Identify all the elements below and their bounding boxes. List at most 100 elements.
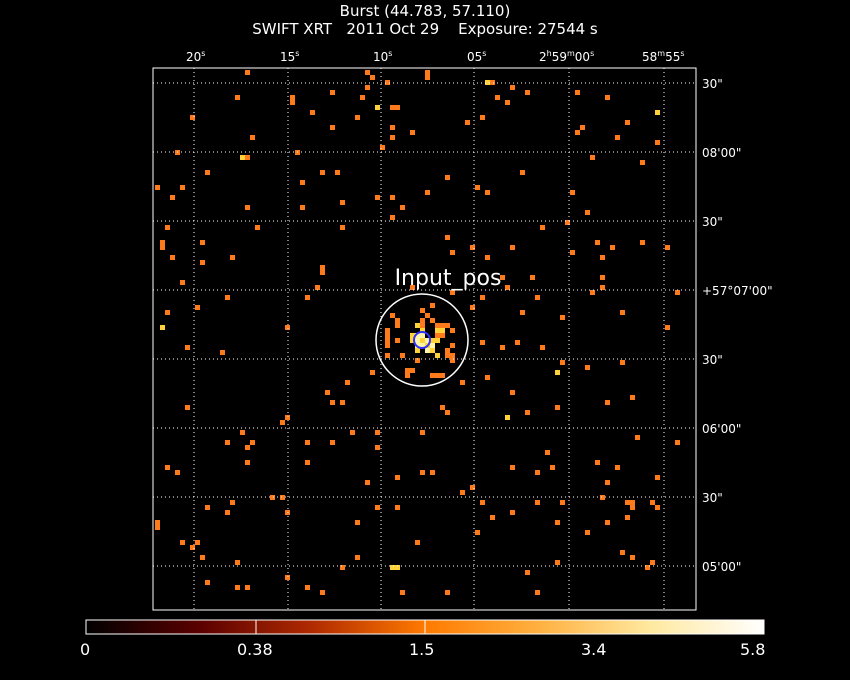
photon-pixel	[525, 570, 530, 575]
photon-pixel	[540, 225, 545, 230]
photon-pixel	[430, 303, 435, 308]
photon-pixel	[570, 250, 575, 255]
subtitle: SWIFT XRT 2011 Oct 29 Exposure: 27544 s	[252, 20, 598, 38]
photon-pixel	[590, 290, 595, 295]
photon-pixel	[460, 380, 465, 385]
ra-tick-label: 10s	[373, 49, 393, 65]
photon-pixel	[630, 555, 635, 560]
photon-pixel	[625, 515, 630, 520]
photon-pixel	[435, 373, 440, 378]
photon-pixel	[445, 590, 450, 595]
photon-pixel	[250, 135, 255, 140]
photon-pixel	[540, 345, 545, 350]
photon-pixel	[560, 360, 565, 365]
photon-pixel	[585, 365, 590, 370]
photon-pixel	[625, 500, 630, 505]
photon-pixel	[420, 308, 425, 313]
photon-pixel	[375, 445, 380, 450]
photon-pixel	[520, 310, 525, 315]
photon-pixel	[190, 115, 195, 120]
photon-pixel	[535, 500, 540, 505]
photon-pixel	[395, 475, 400, 480]
photon-pixel	[235, 560, 240, 565]
photon-pixel	[435, 353, 440, 358]
photon-pixel	[460, 490, 465, 495]
photon-pixel	[335, 170, 340, 175]
photon-pixel	[570, 190, 575, 195]
photon-pixel	[605, 95, 610, 100]
photon-pixel	[575, 90, 580, 95]
photon-pixel	[535, 295, 540, 300]
photon-pixel	[170, 255, 175, 260]
photon-pixels	[155, 70, 680, 595]
photon-pixel	[225, 295, 230, 300]
dec-tick-label: 08'00"	[702, 146, 742, 160]
photon-pixel	[340, 225, 345, 230]
photon-pixel	[305, 440, 310, 445]
dec-tick-label: 30"	[702, 491, 723, 505]
dec-tick-label: 30"	[702, 215, 723, 229]
photon-pixel	[300, 180, 305, 185]
photon-pixel	[390, 105, 395, 110]
photon-pixel	[240, 430, 245, 435]
photon-pixel	[485, 80, 490, 85]
photon-pixel	[605, 400, 610, 405]
photon-pixel	[270, 495, 275, 500]
photon-pixel	[445, 235, 450, 240]
photon-pixel	[425, 75, 430, 80]
photon-pixel	[420, 338, 425, 343]
photon-pixel	[555, 370, 560, 375]
photon-pixel	[450, 250, 455, 255]
photon-pixel	[585, 210, 590, 215]
photon-pixel	[240, 155, 245, 160]
photon-pixel	[395, 105, 400, 110]
photon-pixel	[445, 175, 450, 180]
photon-pixel	[605, 480, 610, 485]
dec-tick-label: +57°07'00"	[702, 284, 773, 298]
photon-pixel	[245, 460, 250, 465]
photon-pixel	[305, 295, 310, 300]
photon-pixel	[505, 415, 510, 420]
source-region-circle	[375, 293, 469, 387]
photon-pixel	[555, 520, 560, 525]
title: Burst (44.783, 57.110)	[339, 2, 511, 20]
photon-pixel	[340, 565, 345, 570]
photon-pixel	[160, 240, 165, 245]
photon-pixel	[385, 328, 390, 333]
photon-pixel	[435, 333, 440, 338]
photon-pixel	[415, 323, 420, 328]
photon-pixel	[600, 495, 605, 500]
photon-pixel	[230, 500, 235, 505]
photon-pixel	[465, 120, 470, 125]
photon-pixel	[420, 333, 425, 338]
photon-pixel	[445, 348, 450, 353]
photon-pixel	[485, 375, 490, 380]
photon-pixel	[180, 540, 185, 545]
photon-pixel	[400, 590, 405, 595]
photon-pixel	[405, 368, 410, 373]
photon-pixel	[600, 275, 605, 280]
photon-pixel	[235, 585, 240, 590]
photon-pixel	[390, 313, 395, 318]
photon-pixel	[245, 155, 250, 160]
photon-pixel	[205, 170, 210, 175]
photon-pixel	[510, 245, 515, 250]
photon-pixel	[535, 590, 540, 595]
photon-pixel	[305, 460, 310, 465]
photon-pixel	[620, 360, 625, 365]
photon-pixel	[200, 555, 205, 560]
photon-pixel	[430, 318, 435, 323]
photon-pixel	[250, 440, 255, 445]
photon-pixel	[440, 405, 445, 410]
ra-tick-label: 15s	[280, 49, 300, 65]
photon-pixel	[615, 135, 620, 140]
photon-pixel	[430, 338, 435, 343]
photon-pixel	[185, 345, 190, 350]
photon-pixel	[500, 345, 505, 350]
photon-pixel	[610, 245, 615, 250]
photon-pixel	[370, 370, 375, 375]
photon-pixel	[390, 135, 395, 140]
photon-pixel	[420, 343, 425, 348]
photon-pixel	[675, 290, 680, 295]
photon-pixel	[575, 130, 580, 135]
